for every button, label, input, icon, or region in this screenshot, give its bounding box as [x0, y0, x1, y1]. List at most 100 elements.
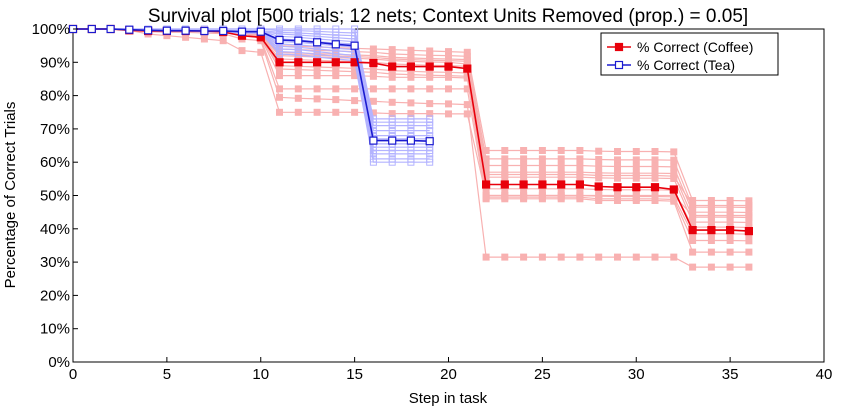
coffee-nets-point — [501, 192, 509, 199]
tea-nets-point — [369, 158, 377, 166]
coffee-nets-point — [445, 73, 452, 81]
coffee-nets-point — [520, 171, 528, 178]
coffee-nets-point — [614, 172, 621, 179]
coffee-nets-point — [557, 162, 565, 169]
main-series-layer — [68, 24, 754, 236]
legend-marker-coffee — [614, 42, 624, 52]
coffee-nets-point — [726, 237, 734, 244]
coffee-nets-point — [407, 56, 415, 64]
coffee-nets-point — [313, 108, 321, 116]
series-point-tea — [87, 24, 96, 34]
tea-nets-point — [388, 122, 396, 130]
tea-nets-point — [426, 150, 434, 158]
coffee-nets-point — [388, 85, 396, 93]
coffee-nets-point — [745, 202, 753, 209]
series-point-coffee — [594, 182, 603, 191]
coffee-nets-point — [651, 192, 659, 199]
y-tick-label: 30% — [40, 254, 70, 271]
series-point-coffee — [369, 58, 378, 68]
series-point-tea — [406, 136, 415, 145]
coffee-nets-point — [632, 156, 640, 164]
coffee-nets-point — [482, 253, 490, 261]
coffee-nets-point — [745, 248, 753, 256]
series-point-coffee — [688, 226, 697, 235]
coffee-nets-point — [407, 110, 415, 118]
coffee-nets-point — [745, 237, 753, 245]
coffee-nets-point — [595, 147, 603, 155]
coffee-nets-point — [670, 172, 678, 180]
legend-marker-tea — [614, 60, 624, 70]
x-tick-label: 35 — [722, 366, 739, 383]
coffee-nets-point — [313, 72, 321, 80]
tea-nets-point — [407, 127, 415, 135]
coffee-nets-point — [463, 110, 471, 118]
coffee-nets-point — [426, 85, 434, 93]
tea-nets-point — [294, 51, 302, 59]
coffee-nets-point — [689, 212, 697, 219]
legend: % Correct (Coffee) % Correct (Tea) — [600, 32, 779, 76]
coffee-nets-point — [707, 248, 715, 256]
coffee-nets-point — [576, 171, 584, 178]
tea-nets-point — [407, 150, 415, 158]
coffee-nets-point — [351, 85, 359, 93]
series-point-tea — [425, 137, 434, 146]
coffee-nets-point — [670, 148, 678, 156]
x-tick-label: 5 — [163, 366, 171, 383]
series-point-coffee — [557, 180, 566, 189]
coffee-nets-point — [294, 85, 302, 93]
coffee-nets-point — [388, 98, 396, 106]
coffee-nets-point — [407, 73, 415, 81]
series-point-coffee — [425, 62, 434, 71]
x-tick-label: 15 — [346, 366, 363, 383]
series-point-coffee — [632, 183, 641, 192]
coffee-nets-point — [595, 156, 603, 163]
coffee-nets-point — [369, 72, 377, 80]
x-tick-label: 10 — [252, 366, 269, 383]
coffee-nets-point — [182, 33, 190, 41]
coffee-nets-point — [745, 263, 753, 271]
coffee-nets-point — [595, 172, 603, 179]
y-tick-label: 20% — [40, 287, 70, 304]
coffee-nets-point — [689, 263, 697, 271]
coffee-nets-point — [651, 156, 659, 164]
coffee-nets-point — [369, 85, 377, 93]
coffee-nets-point — [332, 108, 340, 116]
coffee-nets-point — [200, 35, 208, 43]
y-tick-label: 60% — [40, 154, 70, 171]
coffee-nets-point — [557, 192, 565, 199]
coffee-nets-point — [726, 202, 734, 209]
series-point-coffee — [538, 180, 547, 189]
y-tick-label: 90% — [40, 54, 70, 71]
coffee-nets-point — [501, 155, 509, 163]
y-tick-label: 0% — [48, 354, 70, 371]
series-point-coffee — [294, 58, 303, 67]
coffee-nets-point — [276, 72, 283, 80]
series-point-tea — [237, 27, 247, 36]
coffee-nets-point — [576, 162, 584, 169]
coffee-nets-point — [632, 163, 640, 170]
chart-title: Survival plot [500 trials; 12 nets; Cont… — [148, 6, 748, 27]
series-point-coffee — [669, 185, 678, 194]
coffee-nets-point — [557, 253, 565, 261]
coffee-nets-point — [445, 110, 452, 118]
coffee-nets-point — [369, 97, 377, 105]
coffee-nets-point — [632, 192, 640, 199]
coffee-nets-point — [501, 147, 509, 154]
coffee-nets-point — [689, 248, 697, 256]
series-point-coffee — [331, 58, 340, 67]
coffee-nets-point — [576, 147, 584, 154]
series-point-coffee — [482, 180, 491, 189]
coffee-nets-point — [332, 72, 340, 80]
x-tick-label: 30 — [628, 366, 645, 383]
series-point-tea — [162, 26, 171, 35]
series-point-tea — [144, 26, 153, 35]
coffee-nets-point — [294, 108, 302, 116]
coffee-nets-point — [294, 72, 302, 80]
coffee-nets-point — [276, 108, 283, 116]
coffee-nets-point — [426, 73, 434, 81]
coffee-nets-point — [576, 253, 584, 261]
series-point-tea — [350, 41, 359, 50]
coffee-nets-point — [614, 192, 621, 199]
coffee-nets-point — [219, 37, 227, 45]
plot-area — [72, 28, 825, 363]
